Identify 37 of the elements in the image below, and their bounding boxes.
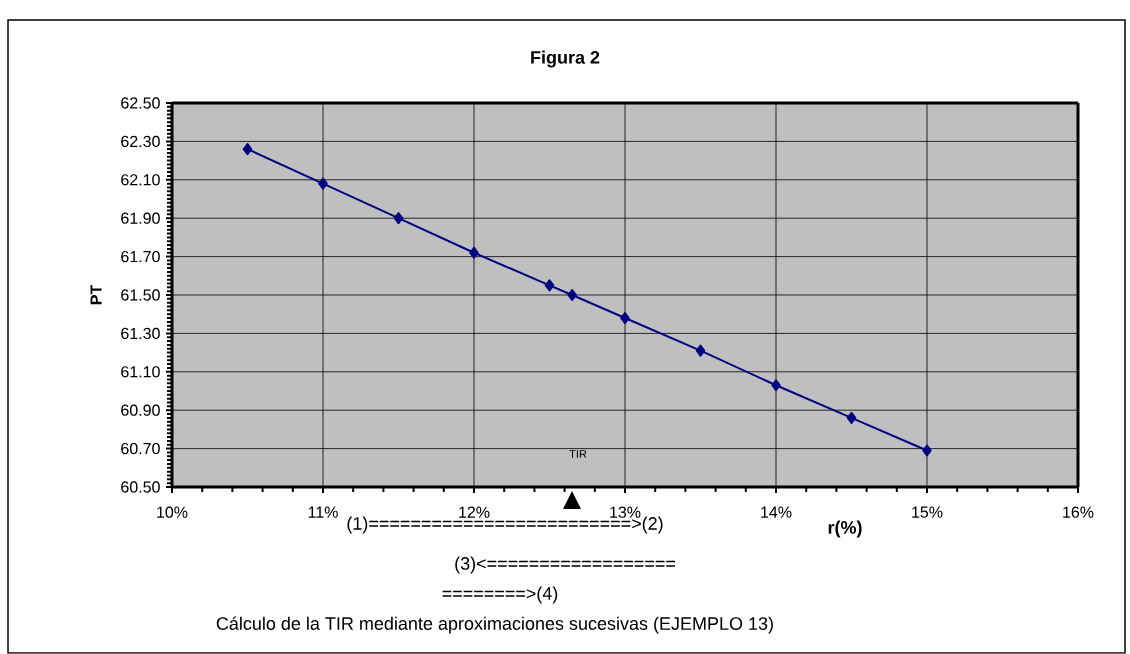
x-tick-label: 15%	[912, 506, 943, 518]
y-tick-label: 61.10	[121, 366, 160, 378]
y-axis-title: PT	[90, 285, 102, 305]
text: (3)<==================	[455, 556, 675, 574]
text: (1)=========================>(2)	[347, 516, 663, 534]
point	[393, 212, 404, 225]
x-axis-title: r(%)	[828, 520, 862, 538]
point	[922, 444, 932, 457]
point	[620, 312, 630, 325]
annotation: TIR	[569, 450, 587, 458]
y-tick-label: 60.90	[121, 404, 160, 416]
point	[544, 279, 555, 292]
x-tick-label: 12%	[459, 506, 490, 518]
y-tick-label: 60.70	[121, 443, 160, 455]
x-tick-label: 13%	[610, 506, 641, 518]
y-tick-label: 62.10	[121, 174, 160, 186]
x-tick-label: 10%	[157, 506, 188, 518]
y-tick-label: 61.30	[121, 327, 160, 340]
x-tick-label: 14%	[761, 506, 792, 518]
y-tick-label: 61.70	[121, 251, 160, 263]
chart-title: Figura 2	[531, 50, 600, 68]
y-tick-label: 60.50	[121, 481, 160, 493]
point	[695, 344, 706, 357]
point	[567, 289, 577, 302]
point	[318, 177, 328, 190]
x-tick-label: 16%	[1063, 506, 1094, 518]
point	[469, 246, 479, 259]
point	[846, 412, 857, 424]
point	[242, 143, 253, 156]
y-tick-label: 61.90	[121, 212, 160, 224]
point	[771, 379, 781, 392]
y-tick-label: 61.50	[121, 289, 160, 301]
text: Cálculo de la TIR mediante aproximaciones sucesivas (EJEMPLO 13)	[216, 616, 773, 634]
x-tick-label: 11%	[308, 506, 338, 518]
text: ========>(4)	[442, 586, 558, 604]
y-tick-label: 62.50	[121, 97, 160, 109]
y-tick-label: 62.30	[121, 135, 160, 148]
